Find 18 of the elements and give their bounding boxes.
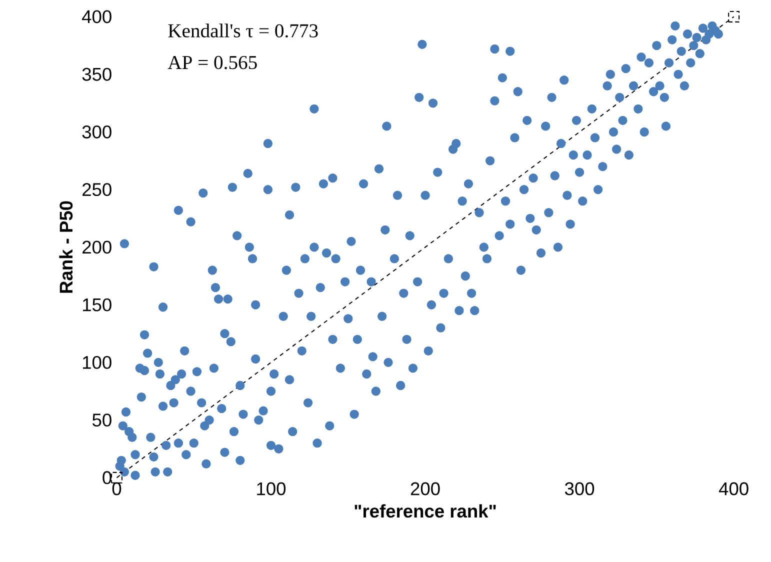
y-tick-label: 150 (82, 298, 112, 312)
x-tick-label: 100 (257, 482, 286, 496)
x-tick-label: 0 (112, 482, 122, 496)
y-axis-title: Rank - P50 (59, 201, 73, 293)
y-tick-label: 300 (82, 126, 112, 139)
y-tick-label: 100 (82, 356, 112, 370)
x-axis-title: "reference rank" (354, 504, 496, 518)
y-tick-label: 250 (82, 183, 112, 196)
y-tick-label: 50 (92, 414, 112, 427)
y-tick-label: 350 (82, 68, 112, 81)
x-tick-label: 300 (564, 482, 594, 496)
x-tick-label: 200 (410, 482, 440, 496)
annotation: AP = 0.565 (168, 56, 257, 70)
y-tick-label: 0 (102, 471, 112, 484)
y-tick-label: 200 (82, 240, 112, 254)
y-tick-label: 400 (82, 10, 112, 24)
annotation: Kendall's τ = 0.773 (168, 24, 318, 38)
x-tick-label: 400 (718, 482, 748, 496)
